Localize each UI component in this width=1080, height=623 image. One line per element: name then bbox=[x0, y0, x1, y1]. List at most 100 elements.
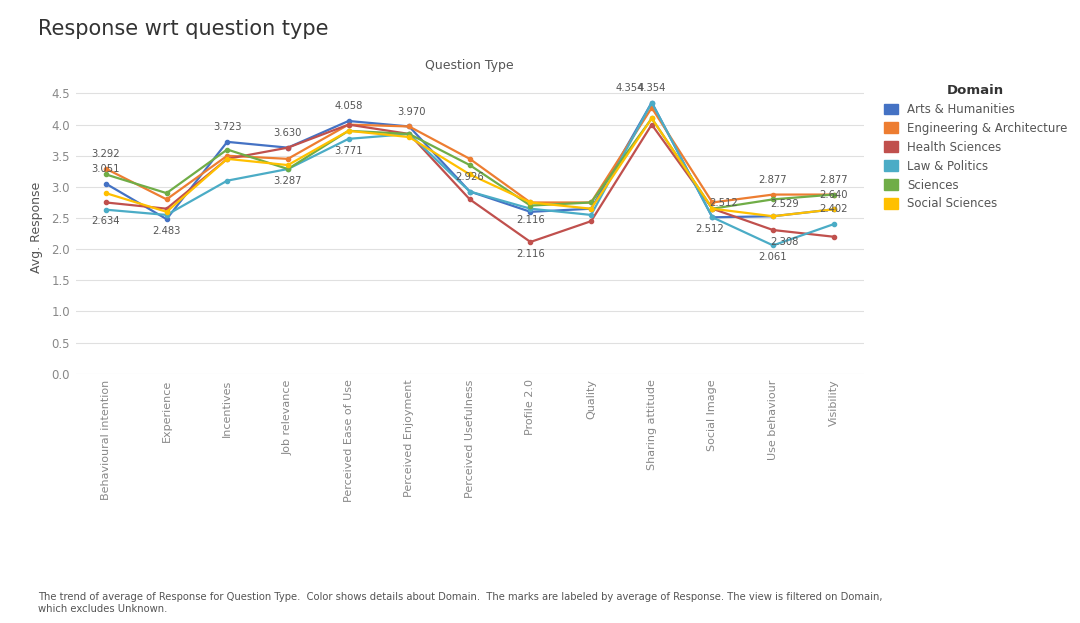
Health Sciences bbox=[706, 205, 719, 212]
Text: 4.354: 4.354 bbox=[616, 83, 644, 93]
Health Sciences bbox=[160, 205, 173, 212]
Sciences bbox=[767, 196, 780, 203]
Social Sciences bbox=[645, 115, 658, 122]
Text: 3.771: 3.771 bbox=[334, 146, 363, 156]
Arts & Humanities bbox=[524, 208, 537, 216]
Social Sciences bbox=[706, 205, 719, 212]
Health Sciences bbox=[282, 144, 295, 151]
Sciences bbox=[463, 161, 476, 169]
Health Sciences bbox=[220, 155, 233, 163]
Text: 2.877: 2.877 bbox=[759, 175, 787, 185]
Text: 2.061: 2.061 bbox=[759, 252, 787, 262]
Sciences bbox=[706, 205, 719, 212]
Engineering & Architecture bbox=[403, 123, 416, 130]
Arts & Humanities bbox=[220, 138, 233, 146]
Law & Politics bbox=[160, 211, 173, 219]
Text: 4.058: 4.058 bbox=[335, 102, 363, 112]
Sciences bbox=[220, 146, 233, 153]
Social Sciences bbox=[220, 155, 233, 163]
Law & Politics bbox=[645, 99, 658, 107]
Text: 2.308: 2.308 bbox=[770, 237, 798, 247]
Line: Health Sciences: Health Sciences bbox=[104, 123, 836, 244]
Health Sciences bbox=[524, 238, 537, 245]
Text: 3.292: 3.292 bbox=[92, 149, 120, 159]
Law & Politics bbox=[220, 177, 233, 184]
Law & Politics bbox=[524, 205, 537, 212]
Engineering & Architecture bbox=[827, 191, 840, 198]
Text: 2.877: 2.877 bbox=[820, 175, 848, 185]
Engineering & Architecture bbox=[160, 196, 173, 203]
Law & Politics bbox=[706, 214, 719, 221]
Engineering & Architecture bbox=[463, 155, 476, 163]
Text: 2.529: 2.529 bbox=[770, 199, 798, 209]
Arts & Humanities bbox=[463, 188, 476, 195]
Social Sciences bbox=[160, 208, 173, 216]
Engineering & Architecture bbox=[706, 199, 719, 206]
Text: 3.287: 3.287 bbox=[273, 176, 302, 186]
Engineering & Architecture bbox=[220, 152, 233, 159]
Line: Law & Politics: Law & Politics bbox=[104, 100, 836, 247]
Text: 3.051: 3.051 bbox=[92, 164, 120, 174]
Health Sciences bbox=[767, 226, 780, 234]
Social Sciences bbox=[767, 212, 780, 220]
Social Sciences bbox=[827, 206, 840, 213]
Health Sciences bbox=[584, 217, 597, 225]
Line: Social Sciences: Social Sciences bbox=[104, 117, 836, 218]
Health Sciences bbox=[403, 130, 416, 138]
Engineering & Architecture bbox=[342, 121, 355, 128]
Line: Engineering & Architecture: Engineering & Architecture bbox=[104, 106, 836, 204]
Arts & Humanities bbox=[706, 214, 719, 221]
Text: 2.402: 2.402 bbox=[820, 204, 848, 214]
Sciences bbox=[99, 171, 112, 178]
Social Sciences bbox=[584, 205, 597, 212]
Arts & Humanities bbox=[827, 206, 840, 213]
Engineering & Architecture bbox=[524, 199, 537, 206]
Text: 2.512: 2.512 bbox=[696, 224, 724, 234]
Sciences bbox=[403, 130, 416, 138]
Legend: Arts & Humanities, Engineering & Architecture, Health Sciences, Law & Politics, : Arts & Humanities, Engineering & Archite… bbox=[878, 78, 1074, 216]
Text: Response wrt question type: Response wrt question type bbox=[38, 19, 328, 39]
Engineering & Architecture bbox=[645, 104, 658, 112]
Sciences bbox=[524, 202, 537, 209]
Health Sciences bbox=[342, 121, 355, 128]
Law & Politics bbox=[827, 221, 840, 228]
Arts & Humanities bbox=[767, 212, 780, 220]
Engineering & Architecture bbox=[584, 199, 597, 206]
Law & Politics bbox=[342, 135, 355, 143]
Line: Sciences: Sciences bbox=[104, 117, 836, 211]
Arts & Humanities bbox=[99, 180, 112, 188]
Social Sciences bbox=[99, 189, 112, 197]
Text: 2.116: 2.116 bbox=[516, 216, 544, 226]
Text: The trend of average of Response for Question Type.  Color shows details about D: The trend of average of Response for Que… bbox=[38, 592, 882, 614]
Text: 3.630: 3.630 bbox=[273, 128, 302, 138]
Engineering & Architecture bbox=[767, 191, 780, 198]
Social Sciences bbox=[524, 199, 537, 206]
Text: 2.926: 2.926 bbox=[456, 172, 484, 182]
Text: 2.634: 2.634 bbox=[92, 216, 120, 226]
Law & Politics bbox=[403, 130, 416, 138]
Social Sciences bbox=[342, 127, 355, 135]
Text: 2.640: 2.640 bbox=[820, 189, 848, 199]
Y-axis label: Avg. Response: Avg. Response bbox=[30, 182, 43, 273]
Law & Politics bbox=[99, 206, 112, 214]
Text: 3.723: 3.723 bbox=[213, 122, 242, 132]
Text: 2.483: 2.483 bbox=[152, 226, 180, 235]
Law & Politics bbox=[463, 188, 476, 195]
Law & Politics bbox=[767, 242, 780, 249]
Arts & Humanities bbox=[645, 99, 658, 107]
Sciences bbox=[160, 189, 173, 197]
Sciences bbox=[342, 127, 355, 135]
Text: 2.512: 2.512 bbox=[710, 197, 738, 207]
Text: 3.970: 3.970 bbox=[397, 107, 427, 117]
Sciences bbox=[645, 115, 658, 122]
Arts & Humanities bbox=[584, 205, 597, 212]
Health Sciences bbox=[463, 196, 476, 203]
Engineering & Architecture bbox=[282, 155, 295, 163]
Arts & Humanities bbox=[342, 117, 355, 125]
Engineering & Architecture bbox=[99, 165, 112, 173]
Health Sciences bbox=[827, 233, 840, 240]
Arts & Humanities bbox=[282, 144, 295, 151]
Text: 4.354: 4.354 bbox=[637, 83, 666, 93]
Line: Arts & Humanities: Arts & Humanities bbox=[104, 100, 836, 221]
Arts & Humanities bbox=[160, 216, 173, 223]
